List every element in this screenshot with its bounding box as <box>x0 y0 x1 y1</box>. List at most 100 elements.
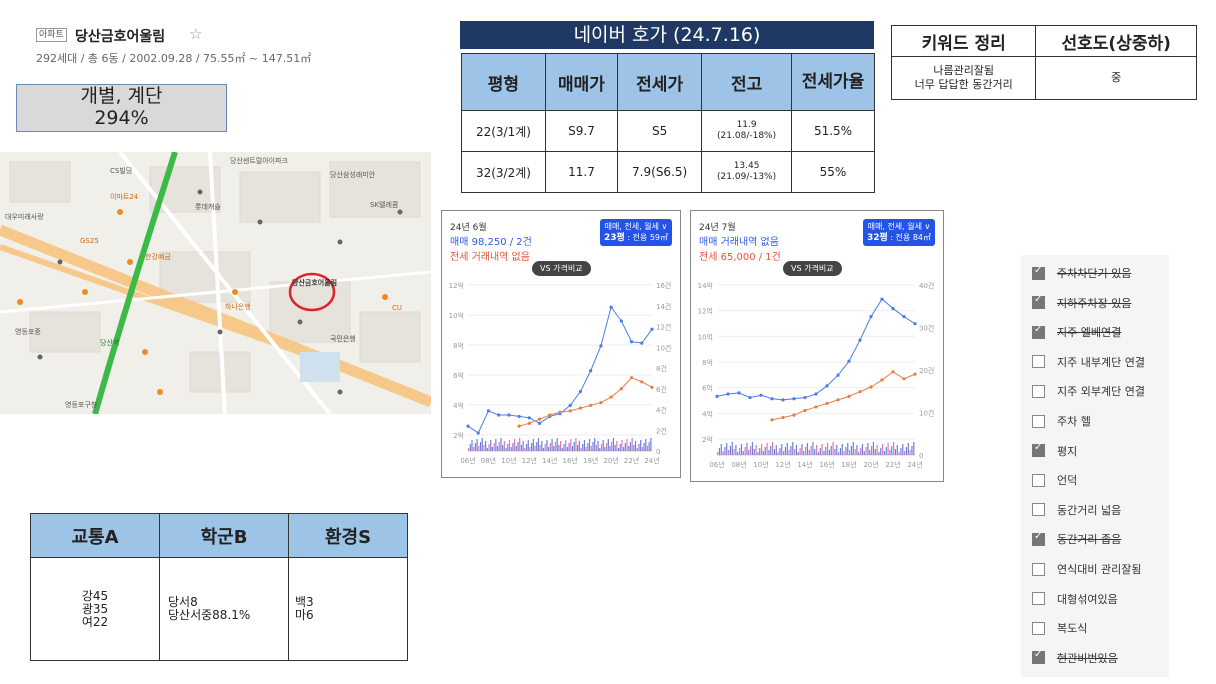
keyword-table: 키워드 정리 선호도(상중하) 나름관리잘됨 너무 답답한 동간거리 중 <box>890 25 1197 100</box>
volume-bar <box>889 450 891 455</box>
heating-type: 개별, 계단 <box>80 85 163 107</box>
checkbox-checked[interactable] <box>1032 294 1045 310</box>
col-header: 평형 <box>461 53 546 111</box>
price-chart-32[interactable]: 24년 7월 매매 거래내역 없음 전세 65,000 / 1건 매매, 전세,… <box>690 210 944 482</box>
summary-line: 나름관리잘됨 <box>933 64 995 77</box>
checklist-item[interactable]: 주차차단기 있음 <box>1032 264 1131 282</box>
data-point <box>629 340 634 344</box>
volume-bar <box>529 447 531 451</box>
data-point <box>891 370 895 374</box>
volume-bar <box>476 439 478 451</box>
env-line: 마6 <box>295 608 314 622</box>
checkbox-unchecked[interactable] <box>1032 562 1045 576</box>
checkbox-unchecked[interactable] <box>1032 473 1045 487</box>
checkbox-checked[interactable] <box>1032 531 1045 546</box>
map-label: SK텔레콤 <box>370 201 399 209</box>
volume-bar <box>784 447 787 455</box>
data-point <box>650 327 654 331</box>
price-chart-23[interactable]: 24년 6월 매매 98,250 / 2건 전세 거래내역 없음 매매, 전세,… <box>441 210 681 478</box>
location-map[interactable]: CS빌딩 당산센트럴아이파크 SK텔레콤 롯데캐슬 영등포구청 당산역 한강예금… <box>0 152 431 414</box>
checklist-item[interactable]: 현관비번있음 <box>1032 649 1118 667</box>
volume-bar <box>502 445 504 451</box>
volume-bar <box>748 450 750 455</box>
volume-bar <box>606 443 608 451</box>
volume-bar <box>570 439 572 451</box>
volume-bar <box>823 451 825 455</box>
volume-bar <box>717 452 719 455</box>
volume-bar <box>805 447 807 455</box>
y2-tick-label: 40건 <box>919 281 934 290</box>
series-line <box>716 298 916 401</box>
vs-compare-button[interactable]: VS 가격비교 <box>783 261 842 276</box>
checklist-item[interactable]: 지주 엘베연결 <box>1032 323 1121 341</box>
checklist-item[interactable]: 평지 <box>1032 442 1077 460</box>
checklist-item[interactable]: 지주 내부계단 연결 <box>1032 353 1145 371</box>
checklist-item[interactable]: 대형섞여있음 <box>1032 590 1118 608</box>
data-point <box>476 431 480 435</box>
x-tick-label: 10년 <box>501 456 516 465</box>
checkbox-unchecked[interactable] <box>1032 355 1045 369</box>
volume-bar <box>471 440 473 451</box>
data-point <box>770 397 774 401</box>
floor-area-ratio: 294% <box>94 107 149 129</box>
volume-bar <box>577 445 579 451</box>
checklist-item[interactable]: 언덕 <box>1032 471 1077 489</box>
checklist-item[interactable]: 동간거리 좁음 <box>1032 530 1121 548</box>
trade-type-selector[interactable]: 매매, 전세, 월세 ∨ 23평 : 전용 59㎡ <box>599 219 672 246</box>
volume-bar <box>473 447 475 451</box>
data-point <box>847 394 851 398</box>
favorite-star-icon[interactable]: ☆ <box>189 25 203 43</box>
volume-bar <box>638 444 640 451</box>
x-tick-label: 24년 <box>907 460 922 469</box>
data-point <box>715 394 719 398</box>
volume-bar <box>744 447 746 455</box>
checklist-item[interactable]: 동간거리 넓음 <box>1032 501 1121 519</box>
volume-bar <box>850 446 853 455</box>
x-tick-label: 20년 <box>603 456 618 465</box>
vs-compare-button[interactable]: VS 가격비교 <box>532 261 591 276</box>
volume-bar <box>599 448 601 451</box>
chart-sale-summary: 매매 거래내역 없음 <box>699 237 779 248</box>
volume-bar <box>631 438 633 451</box>
data-point <box>537 421 542 425</box>
cell-jeonse: 7.9(S6.5) <box>617 151 703 193</box>
checkbox-unchecked[interactable] <box>1032 592 1045 606</box>
checklist-item[interactable]: 주차 헬 <box>1032 412 1091 430</box>
data-point <box>619 319 623 323</box>
volume-bar <box>746 443 748 455</box>
checklist-item[interactable]: 지주 외부계단 연결 <box>1032 382 1145 400</box>
data-point <box>814 405 818 409</box>
volume-bar <box>773 449 776 455</box>
volume-bar <box>728 450 730 455</box>
checkbox-checked[interactable] <box>1032 442 1045 458</box>
keyword-header: 키워드 정리 선호도(상중하) <box>890 25 1197 57</box>
checklist-item[interactable]: 지하주차장 있음 <box>1032 294 1131 312</box>
y-tick-label: 14억 <box>698 282 713 290</box>
volume-bar <box>834 449 836 455</box>
volume-bar <box>770 446 772 455</box>
volume-bar <box>887 443 889 455</box>
y2-tick-label: 8건 <box>656 364 667 373</box>
checkbox-checked[interactable] <box>1032 265 1045 280</box>
col-header: 전세가율 <box>791 53 875 111</box>
data-point <box>589 403 593 407</box>
checkbox-checked[interactable] <box>1032 324 1045 339</box>
checkbox-unchecked[interactable] <box>1032 621 1045 635</box>
checklist-item[interactable]: 복도식 <box>1032 619 1087 637</box>
checklist-item[interactable]: 연식대비 관리잘됨 <box>1032 560 1141 578</box>
volume-bar <box>542 448 545 451</box>
checkbox-unchecked[interactable] <box>1032 384 1045 398</box>
checkbox-checked[interactable] <box>1032 649 1045 665</box>
table-row: 22(3/1계) S9.7 S5 11.9 (21.08/-18%) 51.5% <box>461 110 875 152</box>
volume-bar <box>812 442 814 455</box>
map-label: GS25 <box>80 237 99 245</box>
data-point <box>836 373 840 377</box>
checkbox-unchecked[interactable] <box>1032 414 1045 428</box>
chart-plot: 2억 4억 6억 8억 10억 12억 0 2건 4건 6건 8건 10건 12건 14건 16건 06년 08… <box>449 281 672 465</box>
checkbox-unchecked[interactable] <box>1032 503 1045 517</box>
transport-line: 광35 <box>81 601 109 616</box>
selector-label: 매매, 전세, 월세 ∨ <box>604 222 668 231</box>
trade-type-selector[interactable]: 매매, 전세, 월세 ∨ 32평 : 전용 84㎡ <box>862 219 935 246</box>
volume-bar <box>534 446 536 451</box>
